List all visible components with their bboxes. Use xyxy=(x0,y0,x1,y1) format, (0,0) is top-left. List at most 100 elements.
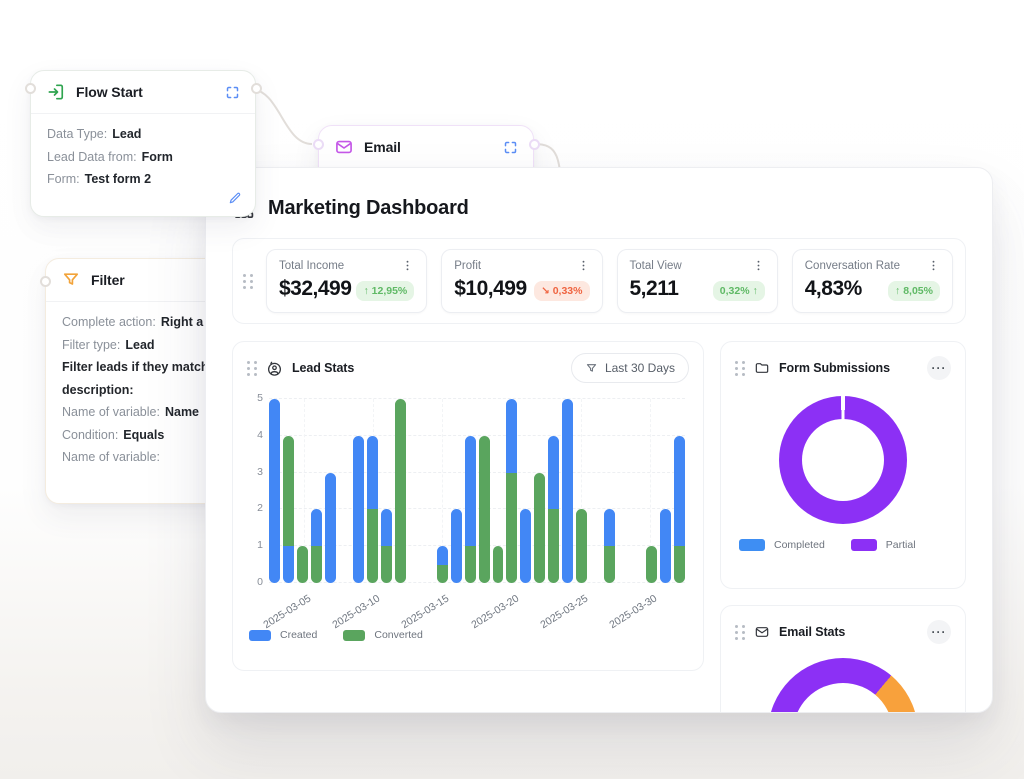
bar-slot xyxy=(436,399,448,583)
stat-card-profit: Profit $10,499 ↘ 0,33% xyxy=(441,249,603,313)
y-axis-tick: 1 xyxy=(257,539,263,552)
bar-slot xyxy=(548,399,560,583)
legend-item-completed[interactable]: Completed xyxy=(739,539,825,551)
drag-handle[interactable] xyxy=(735,624,745,640)
detail-value: Lead xyxy=(112,127,142,141)
bar xyxy=(604,509,616,583)
bar-slot xyxy=(450,399,462,583)
bar-segment-created xyxy=(380,509,392,547)
bar-slot xyxy=(562,399,574,583)
stat-card-top: Conversation Rate xyxy=(805,259,940,272)
x-axis-label: 2025-03-20 xyxy=(468,592,521,632)
trend-badge: 0,32% ↑ xyxy=(712,281,765,301)
user-circle-icon xyxy=(266,360,283,377)
legend-item-converted[interactable]: Converted xyxy=(343,629,423,641)
bar-segment-converted xyxy=(548,509,560,583)
kebab-menu-icon[interactable] xyxy=(401,259,414,272)
kebab-menu-icon[interactable] xyxy=(927,259,940,272)
node-title: Email xyxy=(364,139,401,155)
gridline-horizontal xyxy=(269,398,685,399)
stat-value: $10,499 xyxy=(454,277,527,300)
card-menu-button[interactable]: ··· xyxy=(927,356,951,380)
stat-card-bottom: 5,211 0,32% ↑ xyxy=(630,277,765,301)
date-range-filter-button[interactable]: Last 30 Days xyxy=(570,353,689,383)
detail-label: Filter type: xyxy=(62,337,121,352)
bar xyxy=(296,546,308,583)
bar-segment-created xyxy=(366,435,378,510)
bar-segment-created xyxy=(450,509,462,583)
bar-slot xyxy=(506,399,518,583)
panel-title: Form Submissions xyxy=(779,361,890,375)
y-axis-tick: 0 xyxy=(257,576,263,588)
bar-segment-converted xyxy=(282,435,294,547)
flow-start-node[interactable]: Flow Start Data Type: Lead Lead Data from:… xyxy=(24,70,262,217)
detail-label: Name of variable: xyxy=(62,405,160,419)
panel-title: Email Stats xyxy=(779,625,846,639)
stat-card-total-view: Total View 5,211 0,32% ↑ xyxy=(616,249,778,313)
bar-slot xyxy=(352,399,364,583)
stat-value: 5,211 xyxy=(629,277,679,300)
right-column: Form Submissions ··· Completed Partial xyxy=(720,341,966,712)
bar-segment-converted xyxy=(492,546,504,583)
expand-corners-icon[interactable] xyxy=(225,85,240,100)
bar xyxy=(562,399,574,583)
connector-dot-right[interactable] xyxy=(528,139,540,150)
legend-item-partial[interactable]: Partial xyxy=(850,539,916,551)
detail-value: Lead xyxy=(125,337,155,352)
detail-row: Name of variable: Name xyxy=(62,401,264,424)
detail-label: Form: xyxy=(47,172,80,186)
bar-segment-created xyxy=(562,399,574,583)
stats-container: Total Income $32,499 ↑ 12,95% Profit $10,499… xyxy=(232,238,966,324)
stat-card-conversation-rate: Conversation Rate 4,83% ↑ 8,05% xyxy=(791,249,953,313)
drag-handle[interactable] xyxy=(247,360,257,376)
lead-stats-bar-chart: 0 1 2 3 4 5 xyxy=(257,392,686,588)
detail-label: Filter leads if they match description: xyxy=(62,360,209,397)
bar xyxy=(534,472,546,583)
bar-segment-converted xyxy=(464,546,476,583)
expand-corners-icon[interactable] xyxy=(503,140,518,155)
drag-handle[interactable] xyxy=(243,273,253,289)
form-submissions-donut-chart xyxy=(779,396,907,524)
legend-swatch xyxy=(249,629,271,641)
stats-row: Total Income $32,499 ↑ 12,95% Profit $10,499… xyxy=(266,249,953,313)
connector-dot-left[interactable] xyxy=(39,276,51,287)
y-axis-tick: 3 xyxy=(257,465,263,478)
card-menu-button[interactable]: ··· xyxy=(927,620,951,644)
node-title: Filter xyxy=(91,272,125,288)
bar-slot xyxy=(366,399,378,583)
stat-value: 4,83% xyxy=(804,277,863,300)
x-axis-label: 2025-03-30 xyxy=(607,592,660,632)
legend-item-created[interactable]: Created xyxy=(249,629,317,641)
bar-slot xyxy=(282,399,294,583)
marketing-dashboard-panel: Marketing Dashboard Total Income $32,499 ↑… xyxy=(205,167,993,713)
connector-dot-left[interactable] xyxy=(312,139,324,150)
y-axis-tick: 4 xyxy=(257,428,263,441)
detail-value: Form xyxy=(141,149,173,164)
chart-legend: Created Converted xyxy=(249,629,689,641)
email-node-header: Email xyxy=(319,126,533,169)
stat-label: Conversation Rate xyxy=(804,259,900,272)
connector-dot-right[interactable] xyxy=(250,83,262,94)
bar-segment-converted xyxy=(506,472,518,583)
bar-segment-created xyxy=(352,435,364,583)
bar-slot xyxy=(632,399,643,583)
bar-slot xyxy=(324,399,336,583)
x-axis-label: 2025-03-15 xyxy=(399,592,452,632)
detail-label: Name of variable: xyxy=(62,450,160,464)
detail-row: Form: Test form 2 xyxy=(47,168,239,191)
bar-slot xyxy=(534,399,546,583)
kebab-menu-icon[interactable] xyxy=(752,259,765,272)
gridline-vertical xyxy=(650,399,652,583)
bar-segment-created xyxy=(282,546,294,583)
drag-handle[interactable] xyxy=(735,360,745,376)
stat-label: Total View xyxy=(629,259,682,272)
kebab-menu-icon[interactable] xyxy=(577,259,590,272)
bar-segment-created xyxy=(310,509,322,547)
folder-icon xyxy=(754,360,770,376)
bar xyxy=(450,509,462,583)
edit-pencil-icon[interactable] xyxy=(228,191,242,210)
connector-dot-left[interactable] xyxy=(24,83,36,94)
bar-segment-created xyxy=(324,472,336,583)
gridline-horizontal xyxy=(269,471,685,473)
funnel-icon xyxy=(585,362,598,375)
